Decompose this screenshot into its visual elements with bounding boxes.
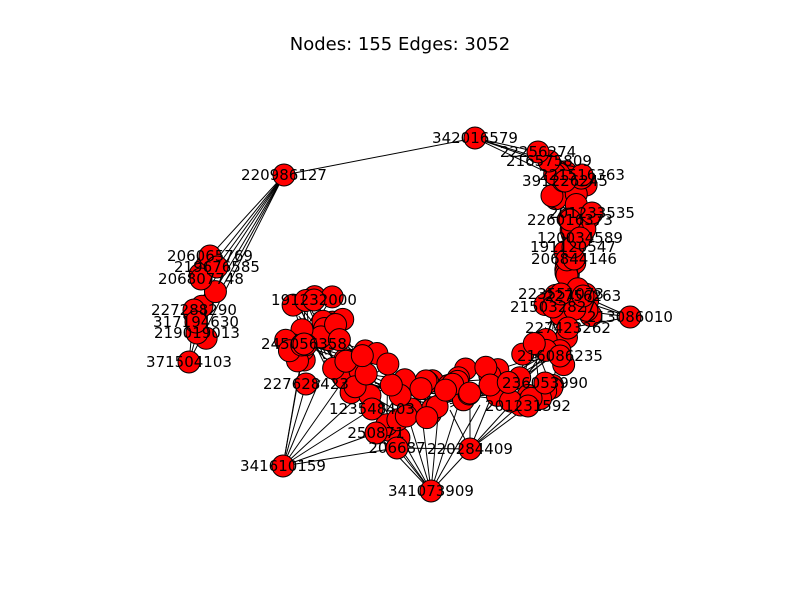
node-label: 219019013 (154, 324, 240, 342)
graph-edge (430, 399, 461, 492)
node-label: 245056358 (261, 335, 347, 353)
graph-node (271, 454, 295, 478)
node-label: 201233535 (549, 204, 635, 222)
graph-edge (282, 394, 361, 467)
graph-edge (282, 408, 373, 467)
node-label: 213086010 (587, 308, 673, 326)
graph-node (302, 288, 326, 312)
node-label: 191232000 (271, 291, 357, 309)
node-label: 341073909 (388, 482, 474, 500)
graph-node (419, 479, 443, 503)
graph-node (327, 328, 351, 352)
node-label: 227288290 (151, 301, 237, 319)
graph-edge (396, 447, 471, 450)
node-label: 215032827 (510, 298, 596, 316)
node-label: 341610159 (240, 457, 326, 475)
graph-edge (282, 379, 321, 467)
graph-node (496, 370, 520, 394)
graph-node (548, 344, 572, 368)
graph-node (272, 163, 296, 187)
graph-edge (282, 384, 341, 467)
node-label: 227628423 (263, 375, 349, 393)
node-label: 221516363 (539, 166, 625, 184)
graph-edge (209, 174, 285, 257)
graph-node (189, 267, 213, 291)
graph-node (177, 350, 201, 374)
graph-node (458, 437, 482, 461)
node-label: 22756263 (545, 287, 621, 305)
node-label: 206844146 (531, 250, 617, 268)
node-label: 226016373 (527, 211, 613, 229)
graph-edge (283, 137, 476, 176)
graph-node (568, 226, 592, 250)
graph-node (415, 406, 439, 430)
graph-node (458, 381, 482, 405)
graph-labels: 342016579 220986127 341610159 341073909 3715… (146, 129, 673, 500)
node-label: 216086235 (517, 347, 603, 365)
node-label: 22256274 (500, 143, 576, 161)
graph-node (522, 332, 546, 356)
graph-node (184, 310, 208, 334)
node-label: 206065769 (167, 247, 253, 265)
graph-node (571, 284, 595, 308)
graph-node (463, 126, 487, 150)
node-label: 206807748 (158, 270, 244, 288)
graph-node (205, 255, 229, 279)
graph-edge (216, 174, 285, 268)
graph-node (409, 377, 433, 401)
graph-nodes (177, 126, 642, 503)
graph-title: Nodes: 155 Edges: 3052 (289, 34, 511, 55)
node-label: 120034589 (537, 229, 623, 247)
graph-node (558, 208, 582, 232)
graph-edge (282, 432, 377, 467)
graph-node (434, 378, 458, 402)
node-label: 227423262 (525, 319, 611, 337)
graph-edge (430, 404, 481, 492)
node-label: 250871 (347, 424, 404, 442)
graph-edge (375, 432, 432, 492)
graph-node (376, 352, 400, 376)
node-label: 201231592 (485, 397, 571, 415)
node-label: 216575809 (506, 152, 592, 170)
graph-node (350, 344, 374, 368)
node-label: 371504103 (146, 353, 232, 371)
node-label: 220284409 (427, 440, 513, 458)
graph-node (360, 397, 384, 421)
node-label: 220986127 (241, 166, 327, 184)
node-label: 219676585 (174, 258, 260, 276)
graph-node (516, 394, 540, 418)
node-label: 123548403 (329, 400, 415, 418)
node-label: 391226245 (522, 172, 608, 190)
graph-node (364, 421, 388, 445)
graph-node (580, 201, 604, 225)
graph-node (533, 371, 557, 395)
node-label: 223551073 (518, 285, 604, 303)
graph-edge (282, 383, 307, 467)
graph-node (556, 316, 580, 340)
graph-edge (282, 447, 398, 467)
graph-node (292, 332, 316, 356)
node-label: 236053990 (502, 374, 588, 392)
graph-node (294, 372, 318, 396)
graph-node (618, 305, 642, 329)
graph-node (553, 169, 577, 193)
graph-node (385, 436, 409, 460)
node-label: 342016579 (432, 129, 518, 147)
graph-node (379, 373, 403, 397)
graph-node (526, 140, 550, 164)
node-label: 191120547 (530, 238, 616, 256)
node-label: 206687 (368, 439, 425, 457)
node-label: 317194630 (153, 313, 239, 331)
